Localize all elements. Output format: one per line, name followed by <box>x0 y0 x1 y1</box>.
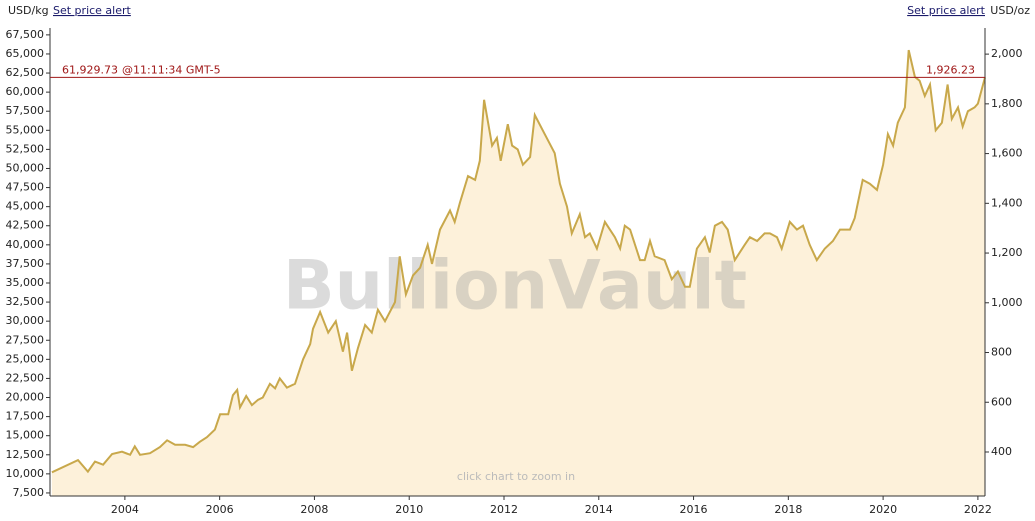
y2-tick-label: 1,200 <box>991 246 1023 259</box>
x-tick-label: 2008 <box>300 503 328 516</box>
left-unit: USD/kg <box>8 4 49 17</box>
y2-tick-label: 600 <box>991 395 1012 408</box>
y-tick-label: 65,000 <box>6 47 45 60</box>
y-tick-label: 15,000 <box>6 429 45 442</box>
x-tick-label: 2010 <box>395 503 423 516</box>
x-tick-label: 2004 <box>111 503 139 516</box>
price-alert-link[interactable]: Set price alert <box>53 4 132 17</box>
y-tick-label: 42,500 <box>6 219 45 232</box>
y-tick-label: 12,500 <box>6 448 45 461</box>
x-tick-label: 2016 <box>680 503 708 516</box>
x-tick-label: 2014 <box>585 503 613 516</box>
y-tick-label: 17,500 <box>6 410 45 423</box>
y2-tick-label: 2,000 <box>991 47 1023 60</box>
y-tick-label: 62,500 <box>6 66 45 79</box>
x-tick-label: 2022 <box>964 503 992 516</box>
y-tick-label: 57,500 <box>6 104 45 117</box>
y-tick-label: 50,000 <box>6 161 45 174</box>
y-tick-label: 67,500 <box>6 28 45 41</box>
price-line <box>51 49 986 474</box>
y-tick-label: 35,000 <box>6 276 45 289</box>
y-tick-label: 40,000 <box>6 238 45 251</box>
price-alert-link[interactable]: Set price alert <box>907 4 986 17</box>
y-tick-label: 47,500 <box>6 181 45 194</box>
current-price-oz: 1,926.23 <box>926 63 975 76</box>
y2-tick-label: 1,800 <box>991 97 1023 110</box>
zoom-hint: click chart to zoom in <box>457 470 575 483</box>
y-tick-label: 10,000 <box>6 467 45 480</box>
x-tick-label: 2006 <box>206 503 234 516</box>
y-tick-label: 37,500 <box>6 257 45 270</box>
watermark: BullionVault <box>283 247 747 326</box>
y-tick-label: 45,000 <box>6 200 45 213</box>
y2-tick-label: 1,000 <box>991 296 1023 309</box>
y2-tick-label: 1,600 <box>991 147 1023 160</box>
current-price-time: @11:11:34 GMT-5 <box>122 63 221 76</box>
y-tick-label: 22,500 <box>6 371 45 384</box>
y-tick-label: 30,000 <box>6 314 45 327</box>
y2-tick-label: 1,400 <box>991 196 1023 209</box>
y-tick-label: 20,000 <box>6 391 45 404</box>
x-tick-label: 2020 <box>869 503 897 516</box>
right-unit: USD/oz <box>990 4 1030 17</box>
y-tick-label: 25,000 <box>6 352 45 365</box>
current-price-kg: 61,929.73 <box>62 63 118 76</box>
x-tick-label: 2018 <box>774 503 802 516</box>
x-tick-label: 2012 <box>490 503 518 516</box>
y-tick-label: 52,500 <box>6 142 45 155</box>
y-tick-label: 7,500 <box>13 486 45 499</box>
y2-tick-label: 800 <box>991 346 1012 359</box>
y-tick-label: 55,000 <box>6 123 45 136</box>
y2-tick-label: 400 <box>991 445 1012 458</box>
area-fill <box>51 50 986 496</box>
y-tick-label: 27,500 <box>6 333 45 346</box>
y-tick-label: 60,000 <box>6 85 45 98</box>
y-tick-label: 32,500 <box>6 295 45 308</box>
